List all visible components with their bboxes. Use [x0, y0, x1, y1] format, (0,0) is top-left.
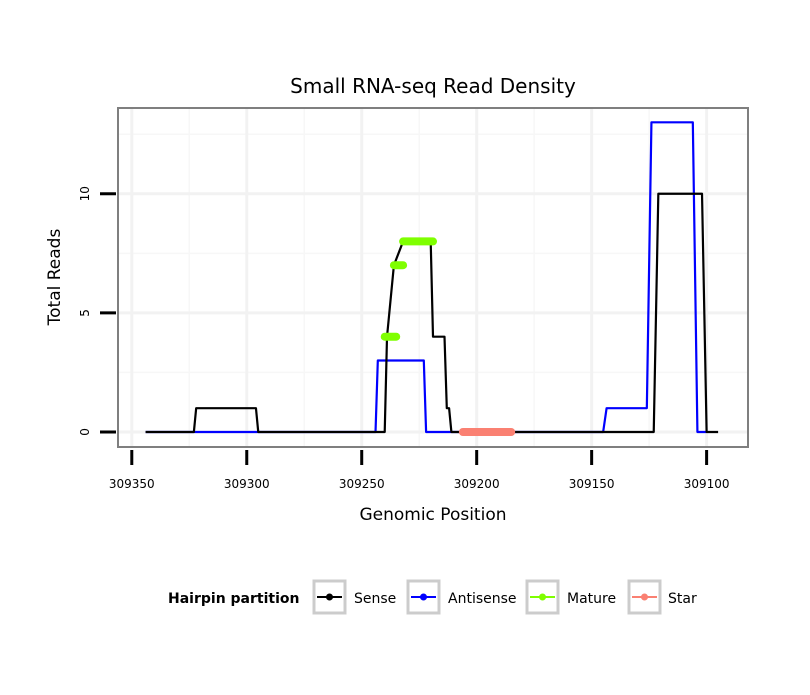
antisense-line [145, 121, 707, 434]
grid [118, 108, 748, 447]
x-axis-label: Genomic Position [359, 505, 506, 525]
x-tick-label: 309150 [569, 477, 615, 491]
y-tick-label: 5 [78, 309, 92, 317]
legend: Hairpin partition Sense Antisense Mature St… [168, 579, 697, 615]
legend-item-sense: Sense [312, 579, 396, 615]
panel-border [117, 107, 749, 448]
legend-label-mature: Mature [567, 591, 616, 607]
legend-dot-star [641, 593, 648, 601]
axes: 309350 309300 309250 309200 309150 309100 0 5 10 [78, 186, 730, 491]
legend-label-sense: Sense [354, 591, 396, 607]
legend-dot-mature [539, 593, 546, 601]
legend-dot-sense [326, 593, 333, 601]
sense-line [145, 192, 719, 434]
legend-label-antisense: Antisense [448, 591, 517, 607]
legend-label-star: Star [668, 591, 697, 607]
series-layer [145, 121, 719, 436]
legend-title: Hairpin partition [168, 591, 299, 607]
x-tick-label: 309200 [454, 477, 500, 491]
y-tick-label: 0 [78, 428, 92, 436]
y-axis-label: Total Reads [45, 229, 65, 327]
panel-background [118, 108, 748, 447]
x-tick-label: 309300 [224, 477, 270, 491]
chart-title: Small RNA-seq Read Density [290, 74, 576, 98]
x-tick-label: 309250 [339, 477, 385, 491]
legend-dot-antisense [420, 593, 427, 601]
legend-item-antisense: Antisense [406, 579, 517, 615]
legend-item-star: Star [627, 579, 697, 615]
x-tick-label: 309350 [109, 477, 155, 491]
y-tick-label: 10 [78, 186, 92, 201]
legend-item-mature: Mature [525, 579, 616, 615]
x-tick-label: 309100 [684, 477, 730, 491]
